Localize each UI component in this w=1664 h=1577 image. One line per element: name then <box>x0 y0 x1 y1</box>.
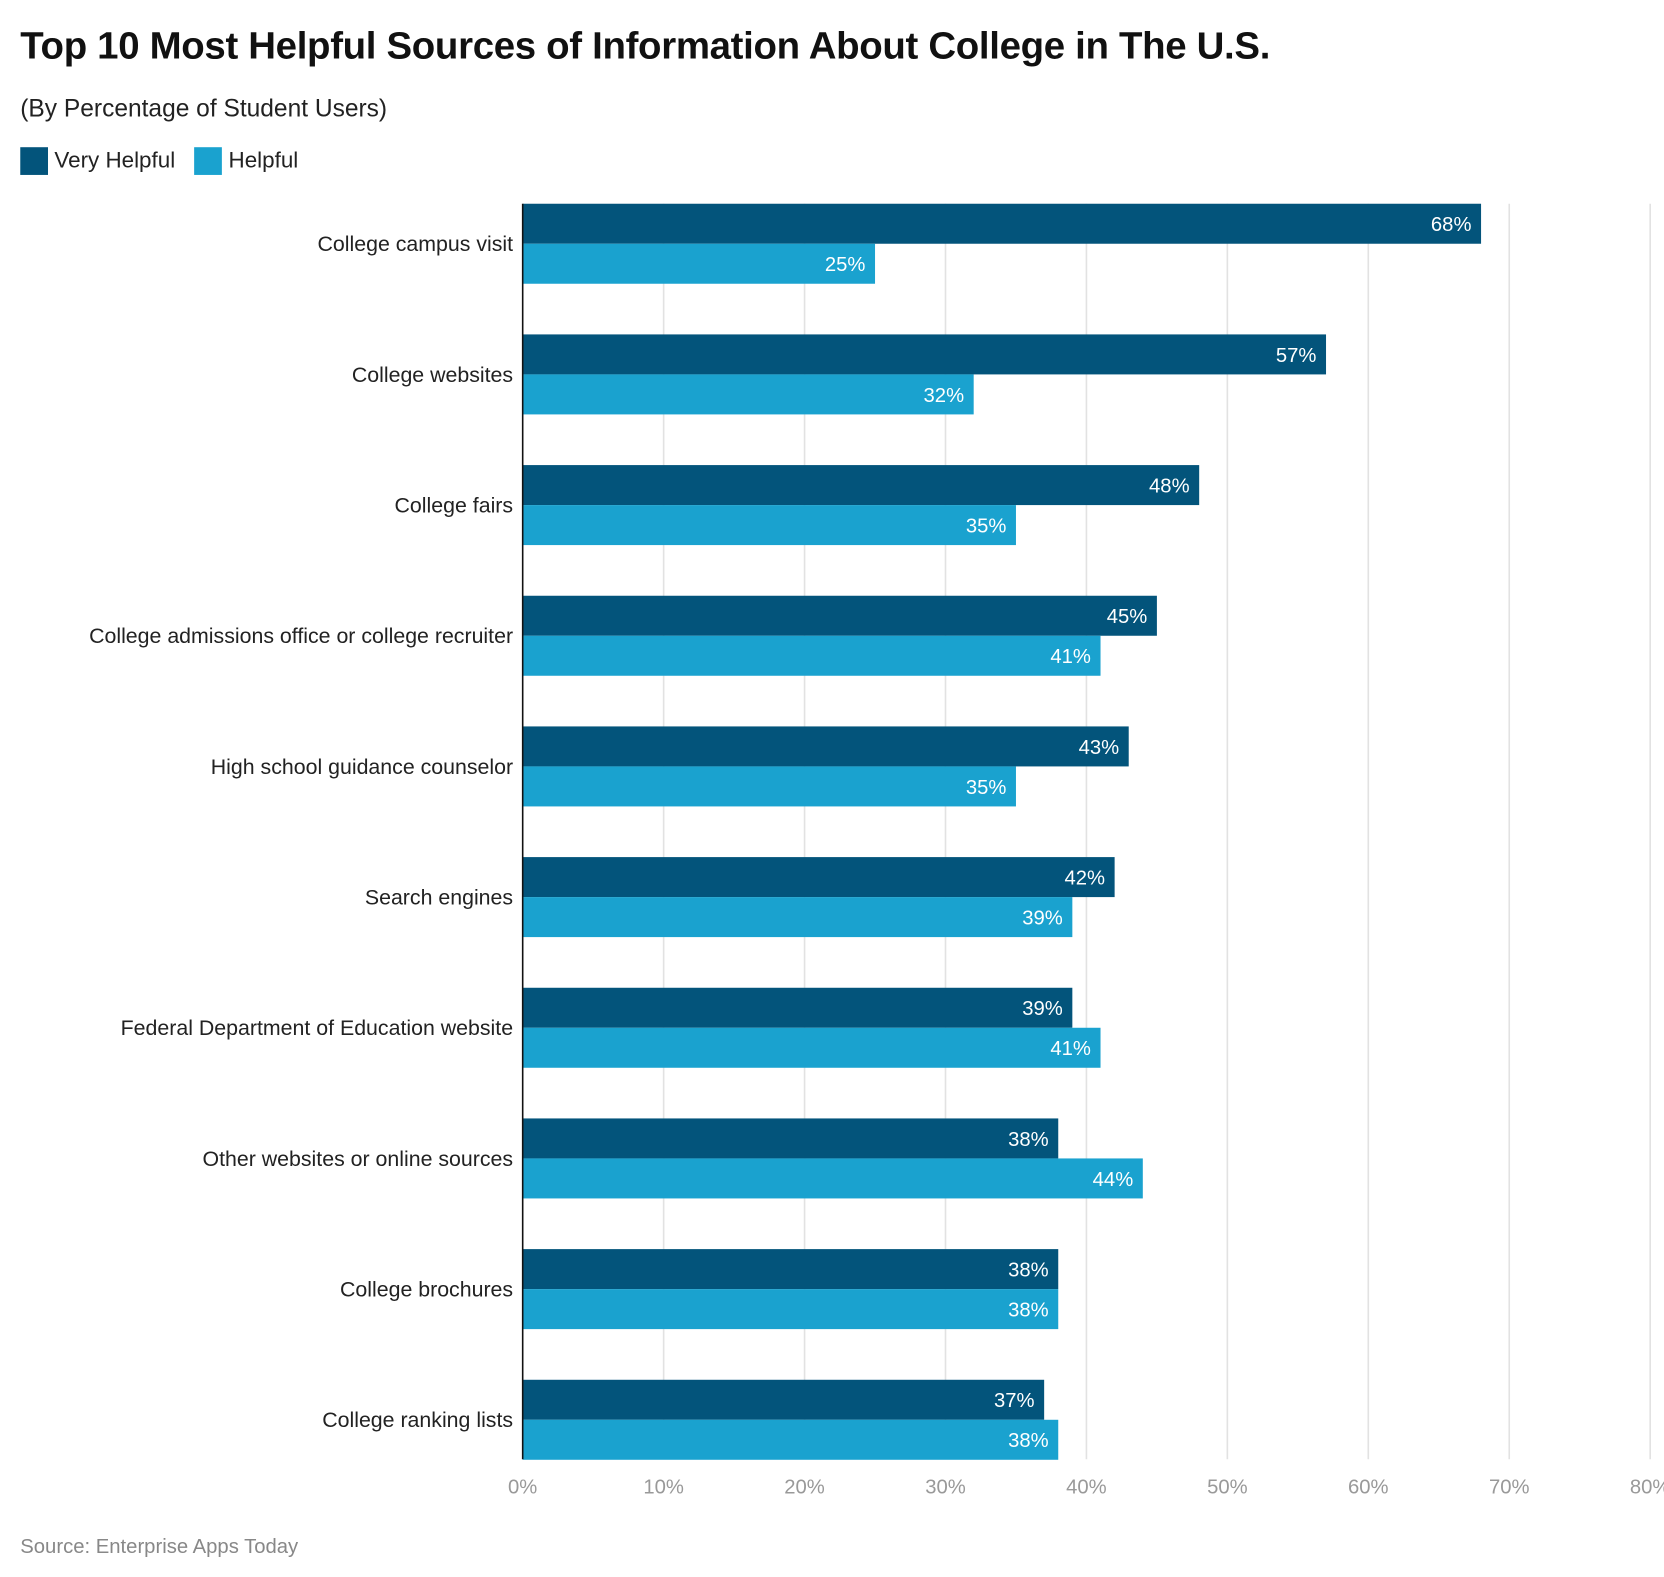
category-label: Other websites or online sources <box>202 1147 513 1171</box>
bar <box>522 1289 1059 1330</box>
x-tick-label: 20% <box>784 1476 825 1498</box>
data-label: 44% <box>1093 1169 1134 1191</box>
data-label: 35% <box>966 777 1007 799</box>
bar <box>522 465 1200 506</box>
x-tick-label: 70% <box>1489 1476 1530 1498</box>
data-label: 37% <box>994 1390 1035 1412</box>
bar <box>522 595 1157 636</box>
data-label: 48% <box>1149 476 1190 498</box>
bar <box>522 203 1482 244</box>
category-label: College ranking lists <box>322 1408 513 1432</box>
legend-swatch <box>194 147 223 175</box>
bar <box>522 243 876 284</box>
x-tick-label: 50% <box>1207 1476 1248 1498</box>
x-tick-label: 80% <box>1630 1476 1664 1498</box>
data-label: 41% <box>1050 1038 1091 1060</box>
legend-item-very-helpful: Very Helpful <box>20 147 175 175</box>
legend-item-helpful: Helpful <box>194 147 298 175</box>
bar <box>522 897 1073 938</box>
bar <box>522 374 974 415</box>
bar <box>522 635 1101 676</box>
data-label: 42% <box>1064 868 1105 890</box>
bar <box>522 1158 1143 1199</box>
x-tick-label: 60% <box>1348 1476 1389 1498</box>
data-label: 43% <box>1079 737 1120 759</box>
legend-swatch <box>20 147 49 175</box>
bar <box>522 1379 1045 1420</box>
category-label: High school guidance counselor <box>211 755 513 779</box>
x-tick-label: 10% <box>643 1476 684 1498</box>
bar <box>522 987 1073 1028</box>
data-label: 38% <box>1008 1430 1049 1452</box>
data-label: 45% <box>1107 606 1148 628</box>
bar <box>522 505 1016 546</box>
data-label: 39% <box>1022 998 1063 1020</box>
data-label: 38% <box>1008 1300 1049 1322</box>
data-label: 38% <box>1008 1129 1049 1151</box>
chart-title: Top 10 Most Helpful Sources of Informati… <box>20 23 1271 68</box>
category-label: College campus visit <box>317 232 513 256</box>
x-tick-label: 30% <box>925 1476 966 1498</box>
category-label: College fairs <box>395 494 514 518</box>
legend-label: Very Helpful <box>54 148 176 173</box>
x-tick-label: 0% <box>508 1476 537 1498</box>
category-label: College brochures <box>340 1278 513 1302</box>
data-label: 39% <box>1022 908 1063 930</box>
legend: Very Helpful Helpful <box>20 147 317 175</box>
bar <box>522 1249 1059 1290</box>
x-tick-label: 40% <box>1066 1476 1107 1498</box>
bar <box>522 766 1016 807</box>
data-label: 35% <box>966 516 1007 538</box>
category-label: Federal Department of Education website <box>121 1016 513 1040</box>
bar <box>522 857 1115 898</box>
data-label: 25% <box>825 254 866 276</box>
category-label: Search engines <box>365 886 513 910</box>
category-label: College admissions office or college rec… <box>89 624 513 648</box>
chart-subtitle: (By Percentage of Student Users) <box>20 93 388 122</box>
data-label: 41% <box>1050 646 1091 668</box>
legend-label: Helpful <box>228 148 299 173</box>
bar <box>522 726 1129 767</box>
bar <box>522 1419 1059 1460</box>
data-label: 38% <box>1008 1260 1049 1282</box>
category-label: College websites <box>352 363 513 387</box>
bar <box>522 334 1327 375</box>
data-label: 57% <box>1276 345 1317 367</box>
data-label: 68% <box>1431 214 1472 236</box>
bar <box>522 1027 1101 1068</box>
data-label: 32% <box>924 385 965 407</box>
source-note: Source: Enterprise Apps Today <box>20 1536 299 1559</box>
bar <box>522 1118 1059 1159</box>
